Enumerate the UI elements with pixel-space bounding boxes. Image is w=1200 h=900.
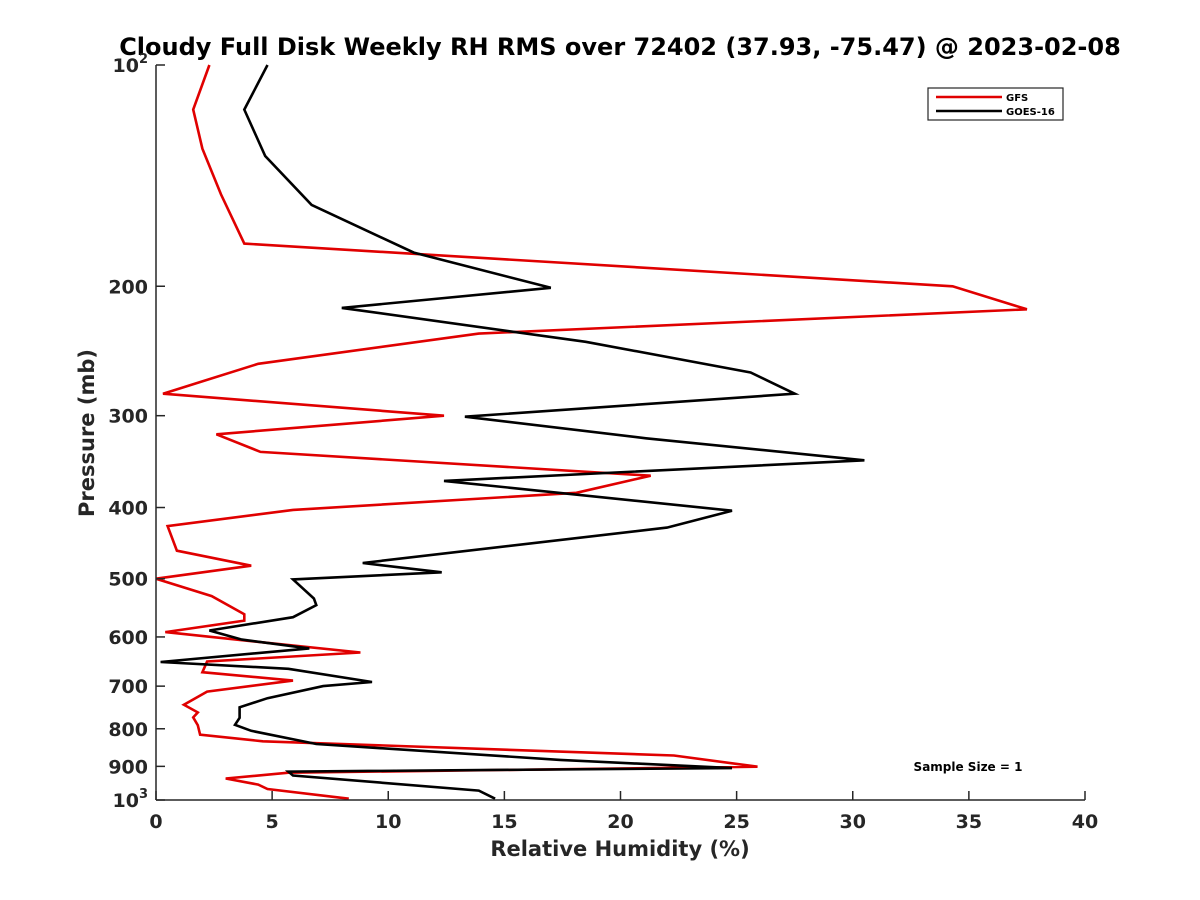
y-tick-label-exponent: 3 (139, 787, 148, 802)
x-axis-label: Relative Humidity (%) (490, 837, 749, 861)
y-tick-label-base: 10 (113, 790, 139, 812)
y-axis-label: Pressure (mb) (75, 349, 99, 517)
series-layer (155, 64, 1028, 800)
y-tick-label-base: 700 (108, 676, 148, 698)
y-tick-label: 800 (108, 719, 148, 741)
y-tick-label: 400 (108, 498, 148, 520)
y-tick-label: 700 (108, 676, 148, 698)
x-tick-label: 5 (266, 811, 279, 833)
x-tick-label: 25 (723, 811, 749, 833)
y-tick-label: 300 (108, 406, 148, 428)
y-tick-label-exponent: 2 (139, 52, 148, 67)
y-tick-label-base: 200 (108, 276, 148, 298)
y-tick-label: 102 (113, 52, 149, 77)
x-tick-label: 10 (375, 811, 401, 833)
axes-layer: 0 5 10 15 20 25 30 35 40102200300400500600700800… (108, 52, 1098, 833)
x-tick-label: 40 (1072, 811, 1098, 833)
legend-label-goes-16: GOES-16 (1006, 107, 1055, 118)
legend-box (927, 87, 1064, 121)
y-tick-label: 600 (108, 627, 148, 649)
series-line-gfs (155, 64, 1028, 800)
y-tick-label: 500 (108, 569, 148, 591)
legend-label-gfs: GFS (1006, 93, 1028, 104)
y-tick-label-base: 10 (113, 55, 139, 77)
x-tick-label: 30 (840, 811, 866, 833)
y-tick-label-base: 800 (108, 719, 148, 741)
y-tick-label-base: 900 (108, 756, 148, 778)
y-tick-label: 200 (108, 276, 148, 298)
y-tick-label: 900 (108, 756, 148, 778)
y-tick-label-base: 300 (108, 406, 148, 428)
x-tick-label: 0 (149, 811, 162, 833)
legend: GFS GOES-16 (927, 87, 1064, 121)
y-tick-label-base: 400 (108, 498, 148, 520)
series-line-goes-16 (160, 64, 865, 800)
x-tick-label: 15 (491, 811, 517, 833)
y-tick-label-base: 600 (108, 627, 148, 649)
x-tick-label: 20 (607, 811, 633, 833)
sample-size-annotation: Sample Size = 1 (914, 760, 1023, 774)
x-tick-label: 35 (956, 811, 982, 833)
chart-title: Cloudy Full Disk Weekly RH RMS over 7240… (119, 33, 1121, 61)
y-tick-label-base: 500 (108, 569, 148, 591)
y-tick-label: 103 (113, 787, 149, 812)
